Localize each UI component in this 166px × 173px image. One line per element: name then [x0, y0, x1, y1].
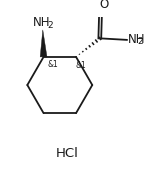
Text: O: O [100, 0, 109, 11]
Text: NH: NH [128, 33, 145, 46]
Text: 2: 2 [137, 37, 143, 46]
Text: NH: NH [33, 16, 51, 29]
Text: HCl: HCl [56, 147, 79, 160]
Polygon shape [40, 30, 47, 57]
Text: 2: 2 [48, 21, 53, 30]
Text: &1: &1 [75, 61, 86, 70]
Text: &1: &1 [47, 60, 58, 69]
